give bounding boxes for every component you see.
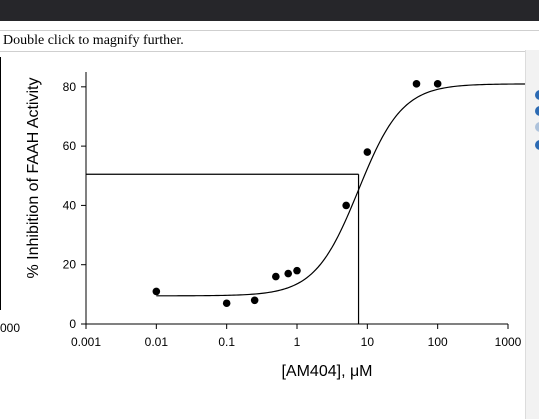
data-point	[153, 288, 161, 296]
data-point	[272, 273, 280, 281]
y-tick-label: 80	[63, 80, 77, 94]
y-tick-label: 60	[63, 139, 77, 153]
nav-dot-icon[interactable]	[535, 140, 539, 150]
x-tick-label: 0.01	[145, 335, 169, 349]
x-tick-label: 0.001	[71, 335, 101, 349]
y-axis-label: % Inhibition of FAAH Activity	[25, 78, 42, 279]
data-point	[342, 202, 350, 210]
x-axis-label: [AM404], μM	[281, 363, 372, 380]
nav-dot-icon[interactable]	[535, 90, 539, 100]
y-tick-label: 20	[63, 258, 77, 272]
data-point	[364, 148, 372, 156]
data-point	[293, 267, 301, 275]
data-point	[251, 296, 259, 304]
x-tick-label: 100	[428, 335, 448, 349]
x-tick-label: 1000	[495, 335, 522, 349]
data-point	[284, 270, 292, 278]
y-tick-label: 0	[69, 317, 76, 331]
data-point	[413, 80, 421, 88]
chart-labels: 0.001 0.01 0.1 1 10 100 1000 0 20 40 60 80 [AM404], …	[25, 78, 522, 380]
x-tick-label: 10	[361, 335, 375, 349]
ic50-guide-lines	[86, 174, 359, 324]
data-point	[434, 80, 442, 88]
nav-dot-icon[interactable]	[535, 106, 539, 116]
nav-dot-icon[interactable]	[535, 122, 539, 132]
right-side-panel	[525, 50, 539, 419]
chart-axes	[81, 72, 508, 329]
x-tick-label: 1	[294, 335, 301, 349]
x-tick-label: 0.1	[218, 335, 235, 349]
data-point	[223, 299, 231, 307]
y-tick-label: 40	[63, 198, 77, 212]
fit-curve	[156, 84, 539, 296]
